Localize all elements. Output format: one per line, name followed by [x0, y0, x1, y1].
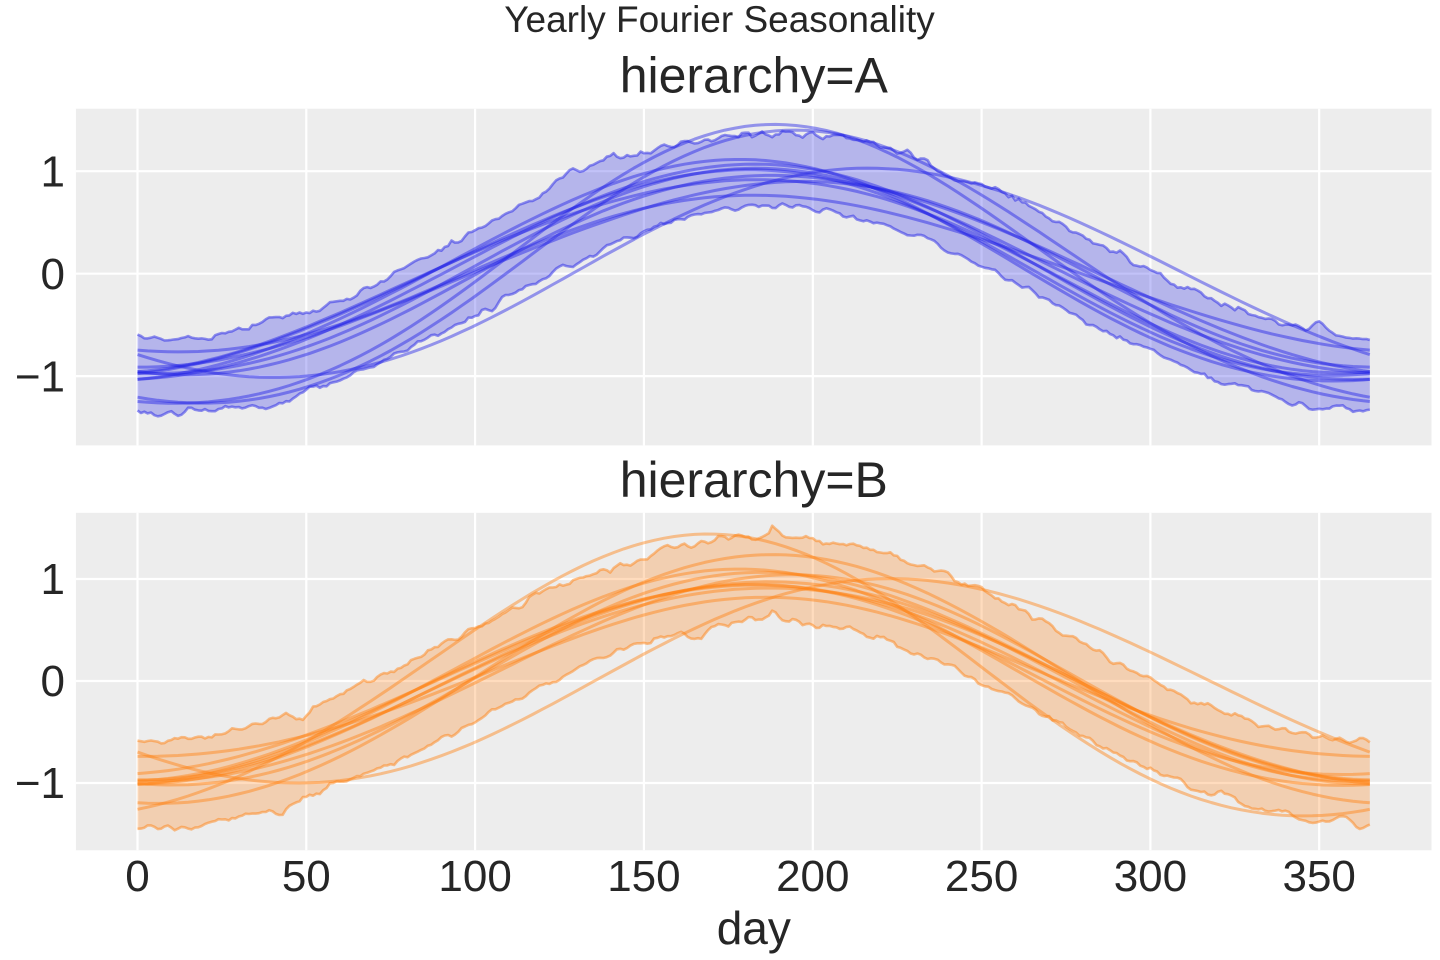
- svg-text:day: day: [717, 902, 791, 954]
- svg-text:150: 150: [607, 852, 680, 901]
- svg-text:1: 1: [41, 555, 65, 604]
- svg-text:hierarchy=A: hierarchy=A: [620, 47, 889, 103]
- svg-text:50: 50: [282, 852, 331, 901]
- svg-text:−1: −1: [15, 759, 65, 808]
- svg-text:0: 0: [125, 852, 149, 901]
- svg-text:Yearly Fourier Seasonality: Yearly Fourier Seasonality: [504, 0, 935, 40]
- svg-text:1: 1: [41, 147, 65, 196]
- svg-text:300: 300: [1114, 852, 1187, 901]
- svg-text:250: 250: [945, 852, 1018, 901]
- svg-text:200: 200: [776, 852, 849, 901]
- svg-text:0: 0: [41, 657, 65, 706]
- svg-text:350: 350: [1282, 852, 1355, 901]
- svg-text:100: 100: [438, 852, 511, 901]
- svg-text:hierarchy=B: hierarchy=B: [620, 452, 888, 508]
- svg-text:0: 0: [41, 250, 65, 299]
- svg-text:−1: −1: [15, 352, 65, 401]
